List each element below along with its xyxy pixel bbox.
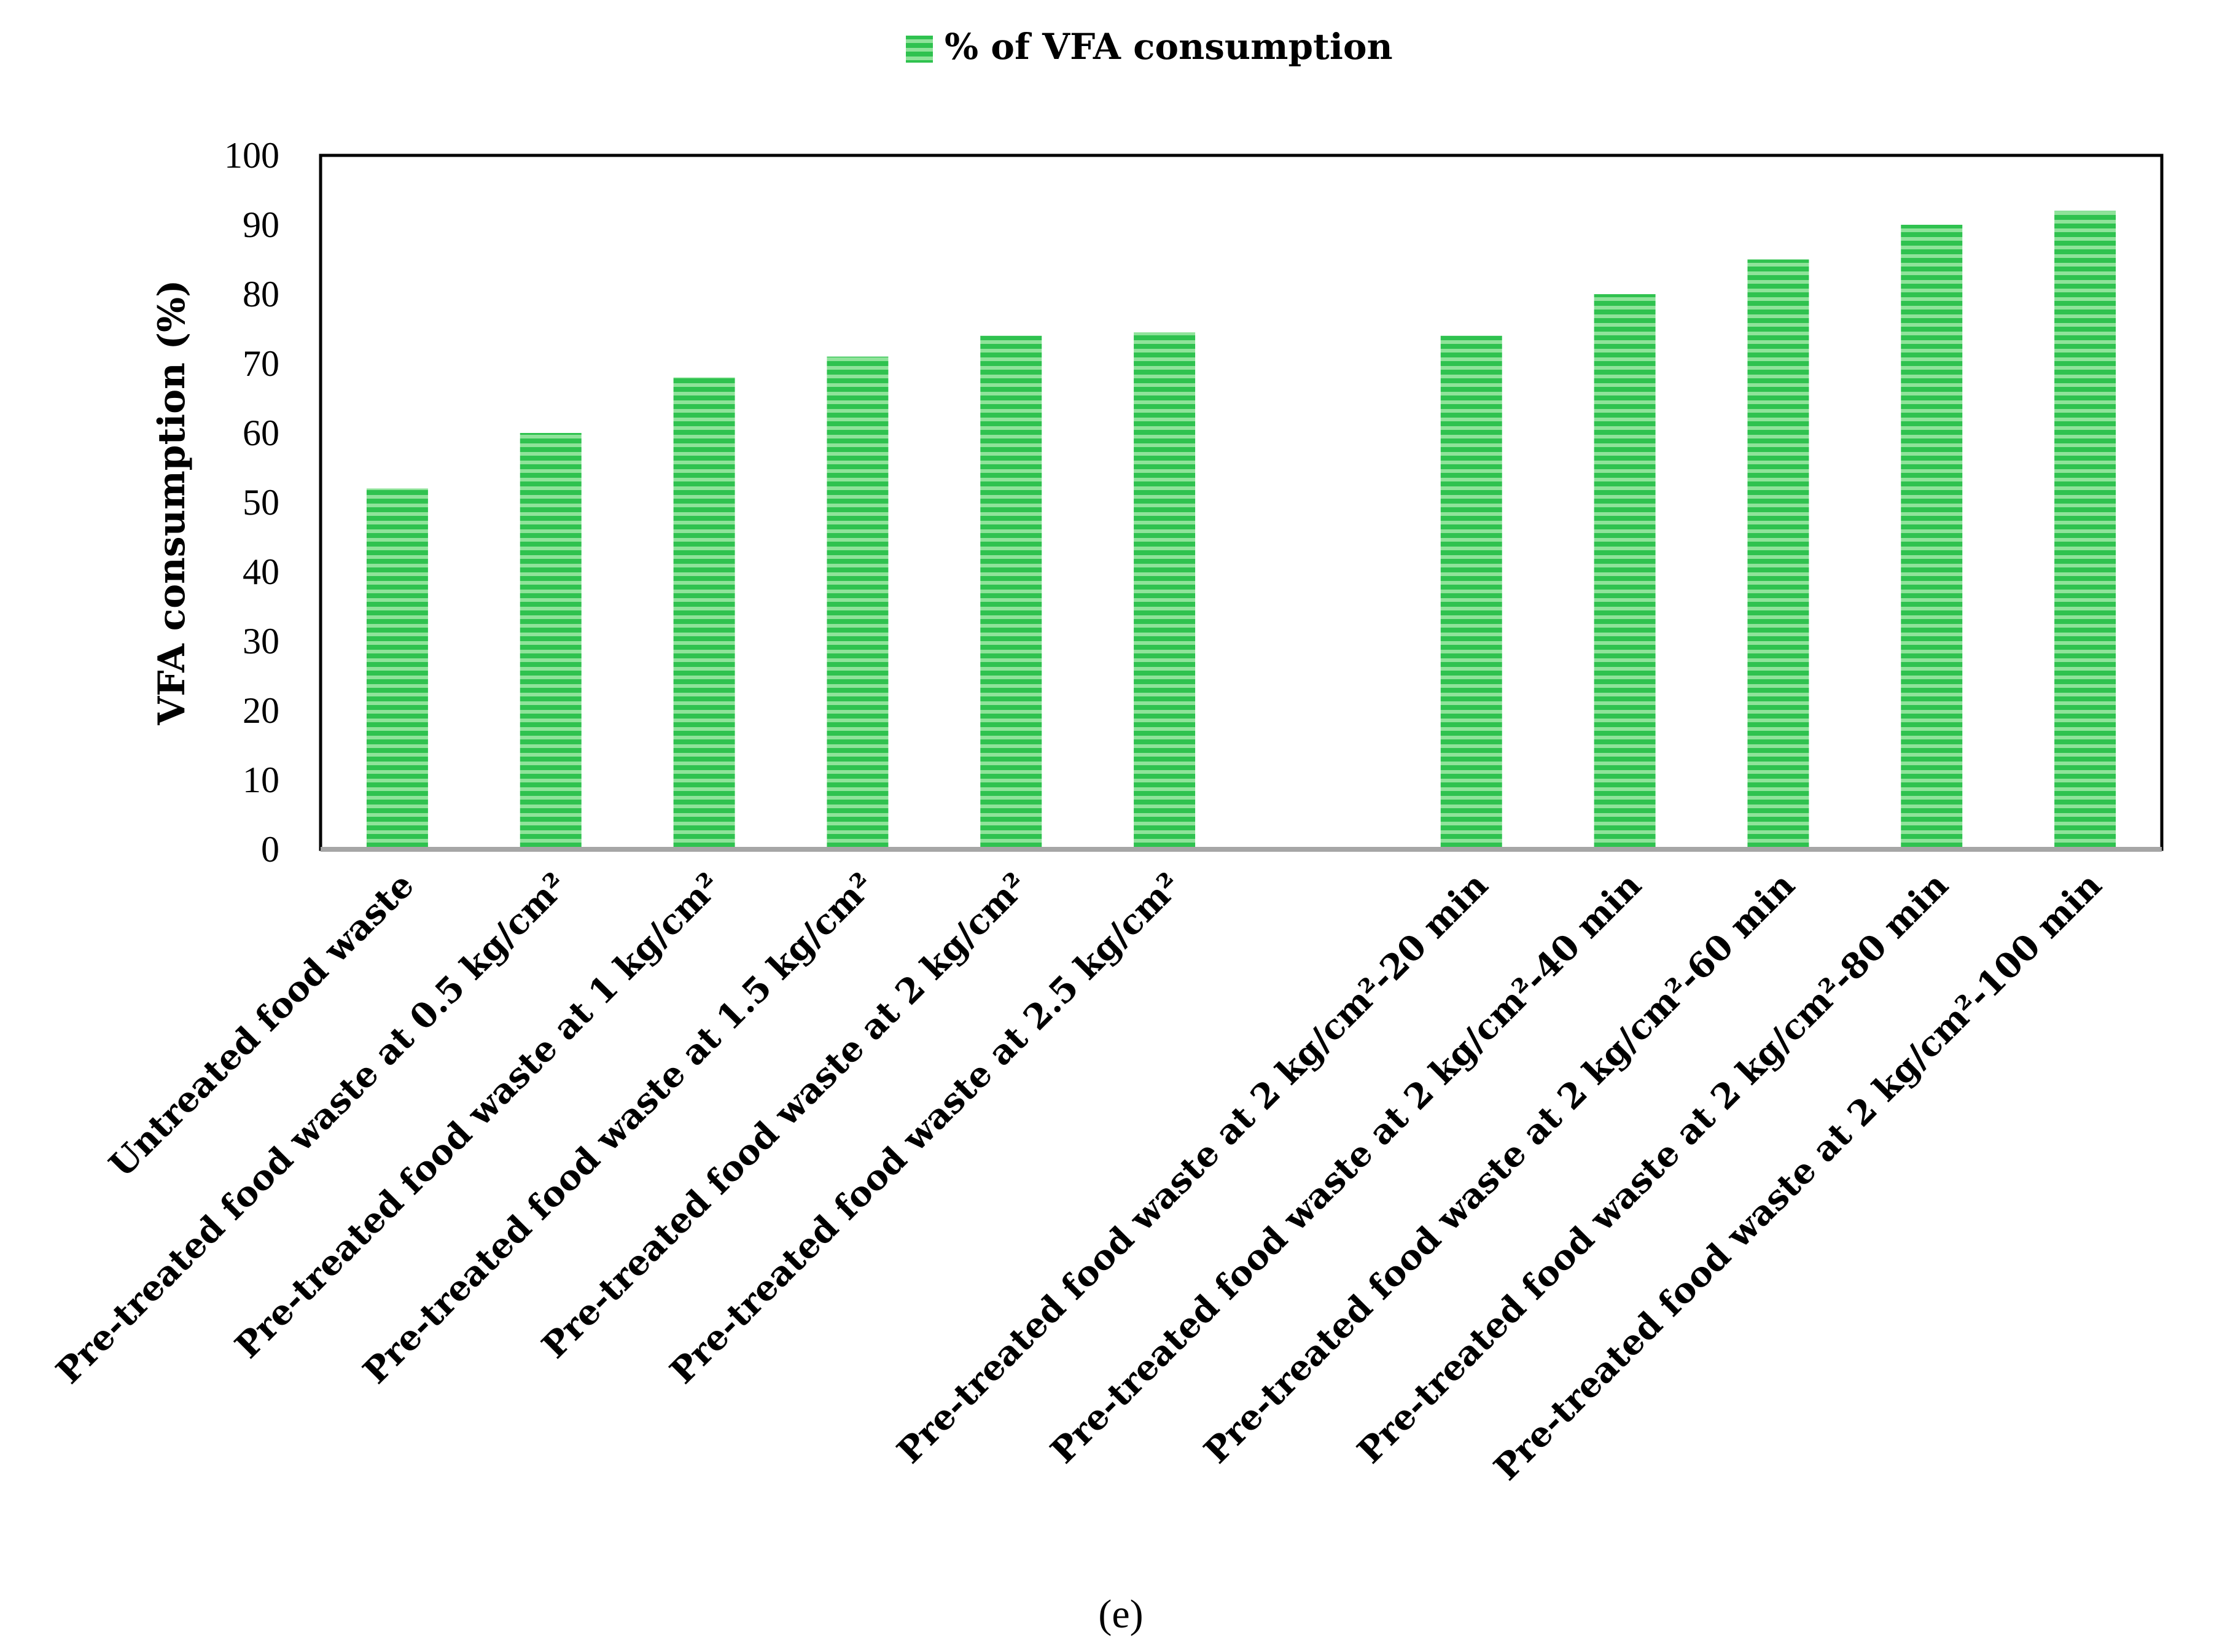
y-axis-title: VFA consumption (%) — [150, 280, 193, 726]
bar — [673, 377, 735, 849]
legend-label: % of VFA consumption — [945, 26, 1393, 68]
bar — [1901, 225, 1963, 849]
bar — [827, 356, 889, 849]
x-tick-label: Pre-treated food waste at 2 kg/cm²-40 mi… — [1043, 865, 1650, 1471]
bar — [520, 433, 582, 849]
y-tick-label: 0 — [261, 829, 279, 870]
plot-area-frame — [319, 154, 2164, 851]
bar — [1594, 294, 1656, 849]
legend-swatch — [906, 36, 933, 63]
bar — [1747, 259, 1809, 849]
x-tick-label: Pre-treated food waste at 2 kg/cm²-80 mi… — [1350, 865, 1957, 1471]
bar — [1440, 335, 1502, 849]
y-axis-ticks: 0 10 20 30 40 50 60 70 80 90 100 — [224, 135, 279, 870]
y-tick-label: 50 — [243, 482, 279, 523]
legend: % of VFA consumption — [906, 26, 1393, 68]
figure-caption: (e) — [1098, 1592, 1143, 1637]
y-tick-label: 20 — [243, 690, 279, 731]
y-tick-label: 70 — [243, 343, 279, 384]
bar — [366, 488, 428, 849]
y-tick-label: 80 — [243, 274, 279, 314]
bar — [980, 335, 1042, 849]
y-tick-label: 30 — [243, 621, 279, 661]
x-tick-label: Pre-treated food waste at 0.5 kg/cm² — [49, 865, 575, 1392]
y-tick-label: 90 — [243, 205, 279, 245]
y-tick-label: 10 — [243, 760, 279, 800]
y-tick-label: 100 — [224, 135, 279, 176]
y-tick-label: 60 — [243, 413, 279, 453]
y-tick-label: 40 — [243, 551, 279, 592]
x-tick-label: Pre-treated food waste at 1.5 kg/cm² — [355, 865, 882, 1392]
bars-group — [366, 211, 2116, 849]
x-tick-label: Untreated food waste — [101, 865, 422, 1185]
bar — [1134, 332, 1196, 849]
x-tick-label: Pre-treated food waste at 2 kg/cm²-60 mi… — [1196, 865, 1803, 1471]
x-tick-label: Pre-treated food waste at 2.5 kg/cm² — [662, 865, 1189, 1392]
bar — [2054, 211, 2116, 849]
x-tick-label: Pre-treated food waste at 2 kg/cm²-20 mi… — [889, 865, 1496, 1471]
